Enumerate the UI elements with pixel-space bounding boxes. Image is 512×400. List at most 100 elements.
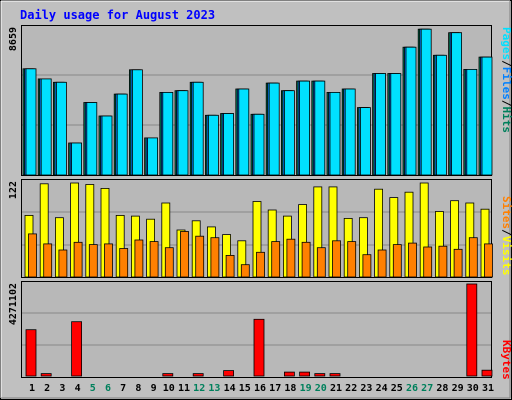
day-label-8: 8 <box>135 383 141 394</box>
bar-pages-day-26 <box>405 46 417 176</box>
bar-sites-day-8 <box>134 239 144 278</box>
bar-pages-day-27 <box>420 28 432 176</box>
bar-pages-day-18 <box>283 90 295 176</box>
bar-kbytes-day-20 <box>314 373 326 377</box>
bar-pages-day-12 <box>192 81 204 176</box>
bar-pages-day-7 <box>116 93 128 176</box>
visits-ymax-label: 122 <box>8 181 19 199</box>
bar-pages-day-16 <box>253 113 265 176</box>
bar-kbytes-day-14 <box>223 370 235 377</box>
bar-pages-day-9 <box>147 137 159 176</box>
day-label-6: 6 <box>105 383 111 394</box>
bar-pages-day-30 <box>466 69 478 176</box>
kbytes-ylabel: KBytes <box>500 340 512 380</box>
bar-sites-day-3 <box>58 249 68 278</box>
day-label-30: 30 <box>467 383 479 394</box>
bar-kbytes-day-2 <box>40 373 52 377</box>
ylabel-sep: / <box>500 60 512 67</box>
bar-pages-day-31 <box>481 56 493 176</box>
bar-sites-day-4 <box>73 241 83 278</box>
bar-sites-day-27 <box>423 246 433 278</box>
bar-sites-day-20 <box>316 247 326 278</box>
bar-kbytes-day-30 <box>466 283 478 377</box>
bar-pages-day-14 <box>223 113 235 176</box>
bar-sites-day-5 <box>88 244 98 278</box>
day-label-23: 23 <box>360 383 372 394</box>
ylabel-visits: Visits <box>500 236 512 276</box>
day-label-11: 11 <box>178 383 190 394</box>
bar-kbytes-day-31 <box>481 369 493 377</box>
bar-sites-day-17 <box>271 241 281 278</box>
panel-pages-files-hits: 8659 Pages/Files/Hits <box>8 25 512 176</box>
day-label-24: 24 <box>376 383 388 394</box>
day-label-13: 13 <box>208 383 220 394</box>
bar-kbytes-day-18 <box>283 371 295 377</box>
bar-pages-day-1 <box>25 68 37 176</box>
bar-pages-day-25 <box>390 73 402 176</box>
day-label-22: 22 <box>345 383 357 394</box>
ylabel-files: Files <box>500 67 512 100</box>
x-axis-day-labels: 1 2 3 4 5 6 7 8 9 10 11 12 13 14 15 16 17 18 19 20 21 22 23 24 2… <box>29 383 494 394</box>
bar-sites-day-24 <box>377 249 387 278</box>
chart-title: Daily usage for August 2023 <box>20 8 215 22</box>
bar-pages-day-19 <box>299 80 311 176</box>
bars-kbytes <box>25 283 493 377</box>
bar-pages-day-13 <box>207 114 219 176</box>
bars-pages-files-hits <box>22 28 493 176</box>
pages-ymax-label: 8659 <box>8 27 19 51</box>
bar-sites-day-12 <box>195 235 205 278</box>
bar-pages-day-6 <box>101 115 113 176</box>
bar-sites-day-21 <box>332 240 341 278</box>
bar-pages-day-29 <box>451 32 463 176</box>
kbytes-ymax-label: 4271102 <box>8 283 19 325</box>
bar-sites-day-9 <box>149 241 159 278</box>
bar-pages-day-23 <box>359 107 371 176</box>
bar-sites-day-16 <box>256 251 265 278</box>
bar-sites-day-29 <box>453 248 463 278</box>
bar-pages-day-21 <box>329 92 341 176</box>
bar-sites-day-28 <box>438 245 448 278</box>
bar-sites-day-30 <box>468 237 478 278</box>
day-label-1: 1 <box>29 383 35 394</box>
visits-ylabel: Sites/Visits <box>500 196 512 276</box>
panel-kbytes: 4271102 KBytes <box>8 281 512 380</box>
bar-kbytes-day-1 <box>25 329 37 377</box>
day-label-9: 9 <box>151 383 157 394</box>
bar-pages-day-5 <box>86 102 98 176</box>
day-label-10: 10 <box>163 383 175 394</box>
bar-pages-day-3 <box>56 81 67 176</box>
bar-kbytes-day-4 <box>71 321 82 377</box>
bar-pages-day-20 <box>314 80 326 176</box>
bar-pages-day-8 <box>131 69 143 176</box>
bar-sites-day-6 <box>104 243 113 278</box>
ylabel-sep: / <box>500 229 512 236</box>
bar-pages-day-24 <box>375 73 387 176</box>
bar-pages-day-10 <box>162 92 174 176</box>
day-label-19: 19 <box>300 383 312 394</box>
day-label-21: 21 <box>330 383 342 394</box>
bar-sites-day-31 <box>484 243 493 278</box>
bar-kbytes-day-10 <box>162 373 174 377</box>
day-label-27: 27 <box>421 383 433 394</box>
day-label-28: 28 <box>436 383 448 394</box>
bar-sites-day-23 <box>362 254 372 278</box>
bar-pages-day-28 <box>435 54 447 176</box>
bar-sites-day-13 <box>210 237 220 278</box>
day-label-4: 4 <box>75 383 81 394</box>
day-label-29: 29 <box>452 383 464 394</box>
panel-sites-visits: 122 Sites/Visits <box>8 179 512 278</box>
bar-pages-day-15 <box>238 88 250 176</box>
bar-sites-day-15 <box>240 264 250 278</box>
ylabel-sites: Sites <box>500 196 512 229</box>
ylabel-sep: / <box>500 100 512 107</box>
bar-sites-day-18 <box>286 238 296 278</box>
bar-pages-day-4 <box>71 142 82 176</box>
day-label-15: 15 <box>239 383 251 394</box>
ylabel-pages: Pages <box>500 27 512 60</box>
bar-pages-day-11 <box>177 90 189 176</box>
day-label-18: 18 <box>284 383 296 394</box>
bar-pages-day-2 <box>40 78 52 176</box>
bar-pages-day-17 <box>268 82 280 176</box>
bars-sites-visits <box>24 182 493 278</box>
